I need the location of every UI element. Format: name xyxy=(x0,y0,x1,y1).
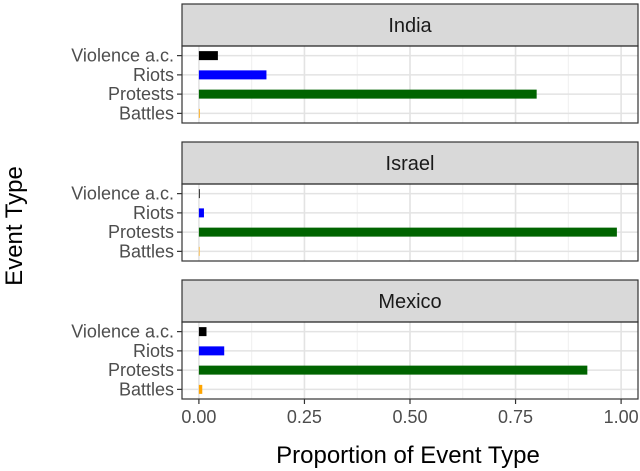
y-tick-label: Violence a.c. xyxy=(71,184,174,204)
y-tick-label: Protests xyxy=(108,84,174,104)
bar-israel-2 xyxy=(198,227,617,237)
x-tick-label: 0.75 xyxy=(498,407,533,427)
bar-mexico-0 xyxy=(198,327,207,337)
y-tick-label: Riots xyxy=(133,341,174,361)
y-tick-label: Riots xyxy=(133,203,174,223)
bar-mexico-3 xyxy=(198,384,203,394)
y-tick-label: Battles xyxy=(119,103,174,123)
y-tick-label: Battles xyxy=(119,241,174,261)
y-tick-label: Protests xyxy=(108,222,174,242)
y-tick-label: Protests xyxy=(108,360,174,380)
facet-strip-label: India xyxy=(388,15,432,37)
grid-layer xyxy=(182,46,638,399)
x-tick-label: 0.25 xyxy=(287,407,322,427)
bar-israel-0 xyxy=(198,189,200,199)
bar-india-0 xyxy=(198,51,218,61)
facet-strip-label: Israel xyxy=(386,153,435,175)
bar-mexico-1 xyxy=(198,346,225,356)
x-tick-label: 1.00 xyxy=(604,407,639,427)
bar-israel-3 xyxy=(198,246,200,256)
bar-mexico-2 xyxy=(198,365,588,375)
bar-india-2 xyxy=(198,89,537,99)
x-tick-labels: 0.00 0.25 0.50 0.75 1.00 xyxy=(181,399,639,427)
y-axis-title: Event Type xyxy=(1,166,28,286)
facet-strips: India Israel Mexico xyxy=(181,3,639,400)
panel-border xyxy=(181,183,639,262)
y-tick-label: Battles xyxy=(119,379,174,399)
facet-strip xyxy=(181,141,639,185)
panel-border xyxy=(181,45,639,124)
x-axis-title: Proportion of Event Type xyxy=(276,442,540,469)
x-tick-label: 0.50 xyxy=(392,407,427,427)
y-tick-label: Violence a.c. xyxy=(71,322,174,342)
x-tick-label: 0.00 xyxy=(181,407,216,427)
facet-strip xyxy=(181,279,639,323)
y-tick-label: Violence a.c. xyxy=(71,46,174,66)
bar-israel-1 xyxy=(198,208,204,218)
bar-india-3 xyxy=(198,108,200,118)
facet-strip-label: Mexico xyxy=(378,291,441,313)
bars xyxy=(198,51,617,394)
y-tick-labels: Violence a.c.RiotsProtestsBattlesViolenc… xyxy=(71,46,182,399)
facet-strip xyxy=(181,3,639,47)
bar-india-1 xyxy=(198,70,267,80)
y-tick-label: Riots xyxy=(133,65,174,85)
